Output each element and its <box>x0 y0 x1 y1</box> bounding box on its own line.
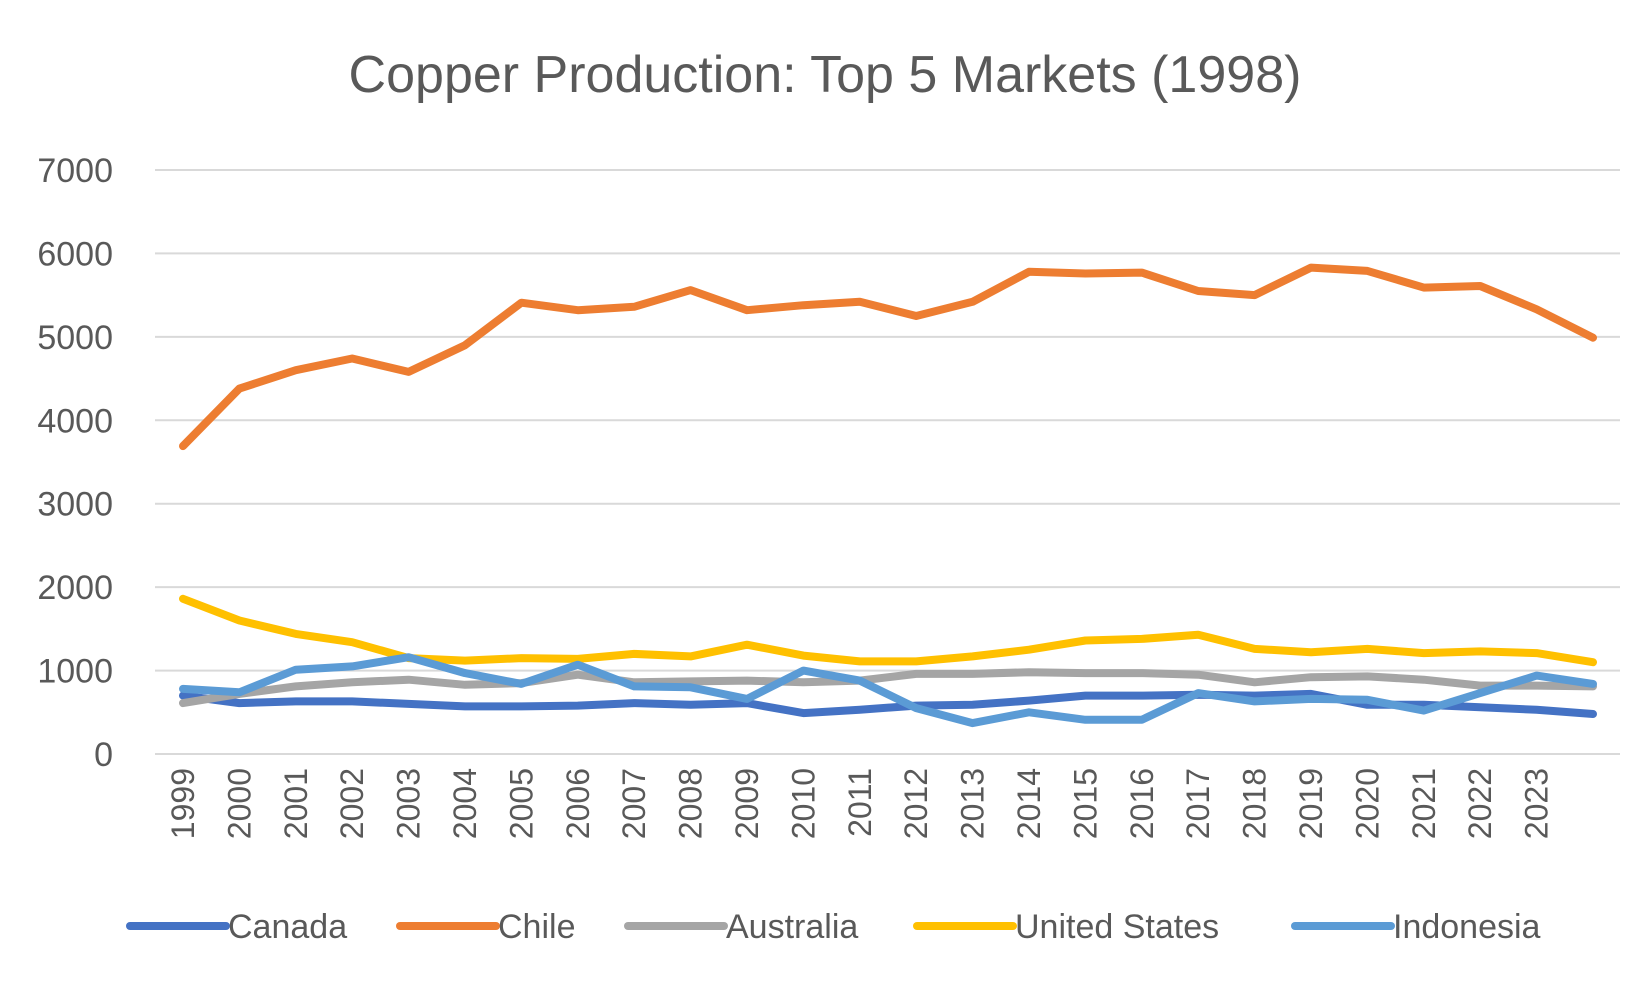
y-tick-label: 2000 <box>37 569 113 607</box>
y-tick-label: 6000 <box>37 235 113 273</box>
x-tick-label: 2005 <box>503 768 539 839</box>
x-tick-label: 2008 <box>673 768 709 839</box>
x-tick-label: 2006 <box>560 768 596 839</box>
y-tick-label: 3000 <box>37 486 113 524</box>
x-tick-label: 2014 <box>1011 768 1047 839</box>
series-line-australia <box>179 668 1597 708</box>
x-tick-label: 2015 <box>1067 768 1103 839</box>
x-tick-label: 2018 <box>1237 768 1273 839</box>
x-tick-label: 2017 <box>1180 768 1216 839</box>
legend-label-chile: Chile <box>498 908 575 946</box>
series-lines <box>179 263 1597 728</box>
y-tick-label: 0 <box>94 736 113 774</box>
x-tick-label: 2002 <box>334 768 370 839</box>
legend-label-indonesia: Indonesia <box>1393 908 1541 946</box>
series-line-united-states <box>179 594 1597 667</box>
x-tick-label: 2003 <box>391 768 427 839</box>
series-line-chile <box>179 263 1597 451</box>
x-tick-label: 2023 <box>1519 768 1555 839</box>
x-tick-label: 2021 <box>1406 768 1442 839</box>
y-axis: 0 1000 2000 3000 4000 5000 6000 7000 <box>37 152 113 774</box>
x-tick-label: 2011 <box>842 768 878 837</box>
x-tick-label: 2013 <box>955 768 991 839</box>
x-tick-label: 2000 <box>221 768 257 839</box>
legend-label-australia: Australia <box>726 908 858 946</box>
chart-title: Copper Production: Top 5 Markets (1998) <box>349 46 1302 104</box>
x-tick-label: 2004 <box>447 768 483 839</box>
y-tick-label: 1000 <box>37 653 113 691</box>
legend: Canada Chile Australia United States Indones… <box>126 908 1541 946</box>
x-tick-label: 2019 <box>1293 768 1329 839</box>
y-tick-label: 5000 <box>37 319 113 357</box>
x-tick-label: 2001 <box>278 768 314 839</box>
x-tick-label: 1999 <box>165 768 201 839</box>
legend-label-canada: Canada <box>228 908 347 946</box>
y-tick-label: 7000 <box>37 152 113 190</box>
legend-label-united-states: United States <box>1015 908 1219 946</box>
x-tick-label: 2016 <box>1124 768 1160 839</box>
x-tick-label: 2010 <box>785 768 821 839</box>
y-tick-label: 4000 <box>37 402 113 440</box>
x-tick-label: 2012 <box>898 768 934 839</box>
x-tick-label: 2022 <box>1462 768 1498 839</box>
x-tick-label: 2009 <box>729 768 765 839</box>
series-line-indonesia <box>179 653 1597 728</box>
x-axis: 1999 2000 2001 2002 2003 2004 2005 2006 2007 2008… <box>165 768 1555 839</box>
x-tick-label: 2007 <box>616 768 652 839</box>
x-tick-label: 2020 <box>1349 768 1385 839</box>
gridlines <box>155 169 1620 755</box>
